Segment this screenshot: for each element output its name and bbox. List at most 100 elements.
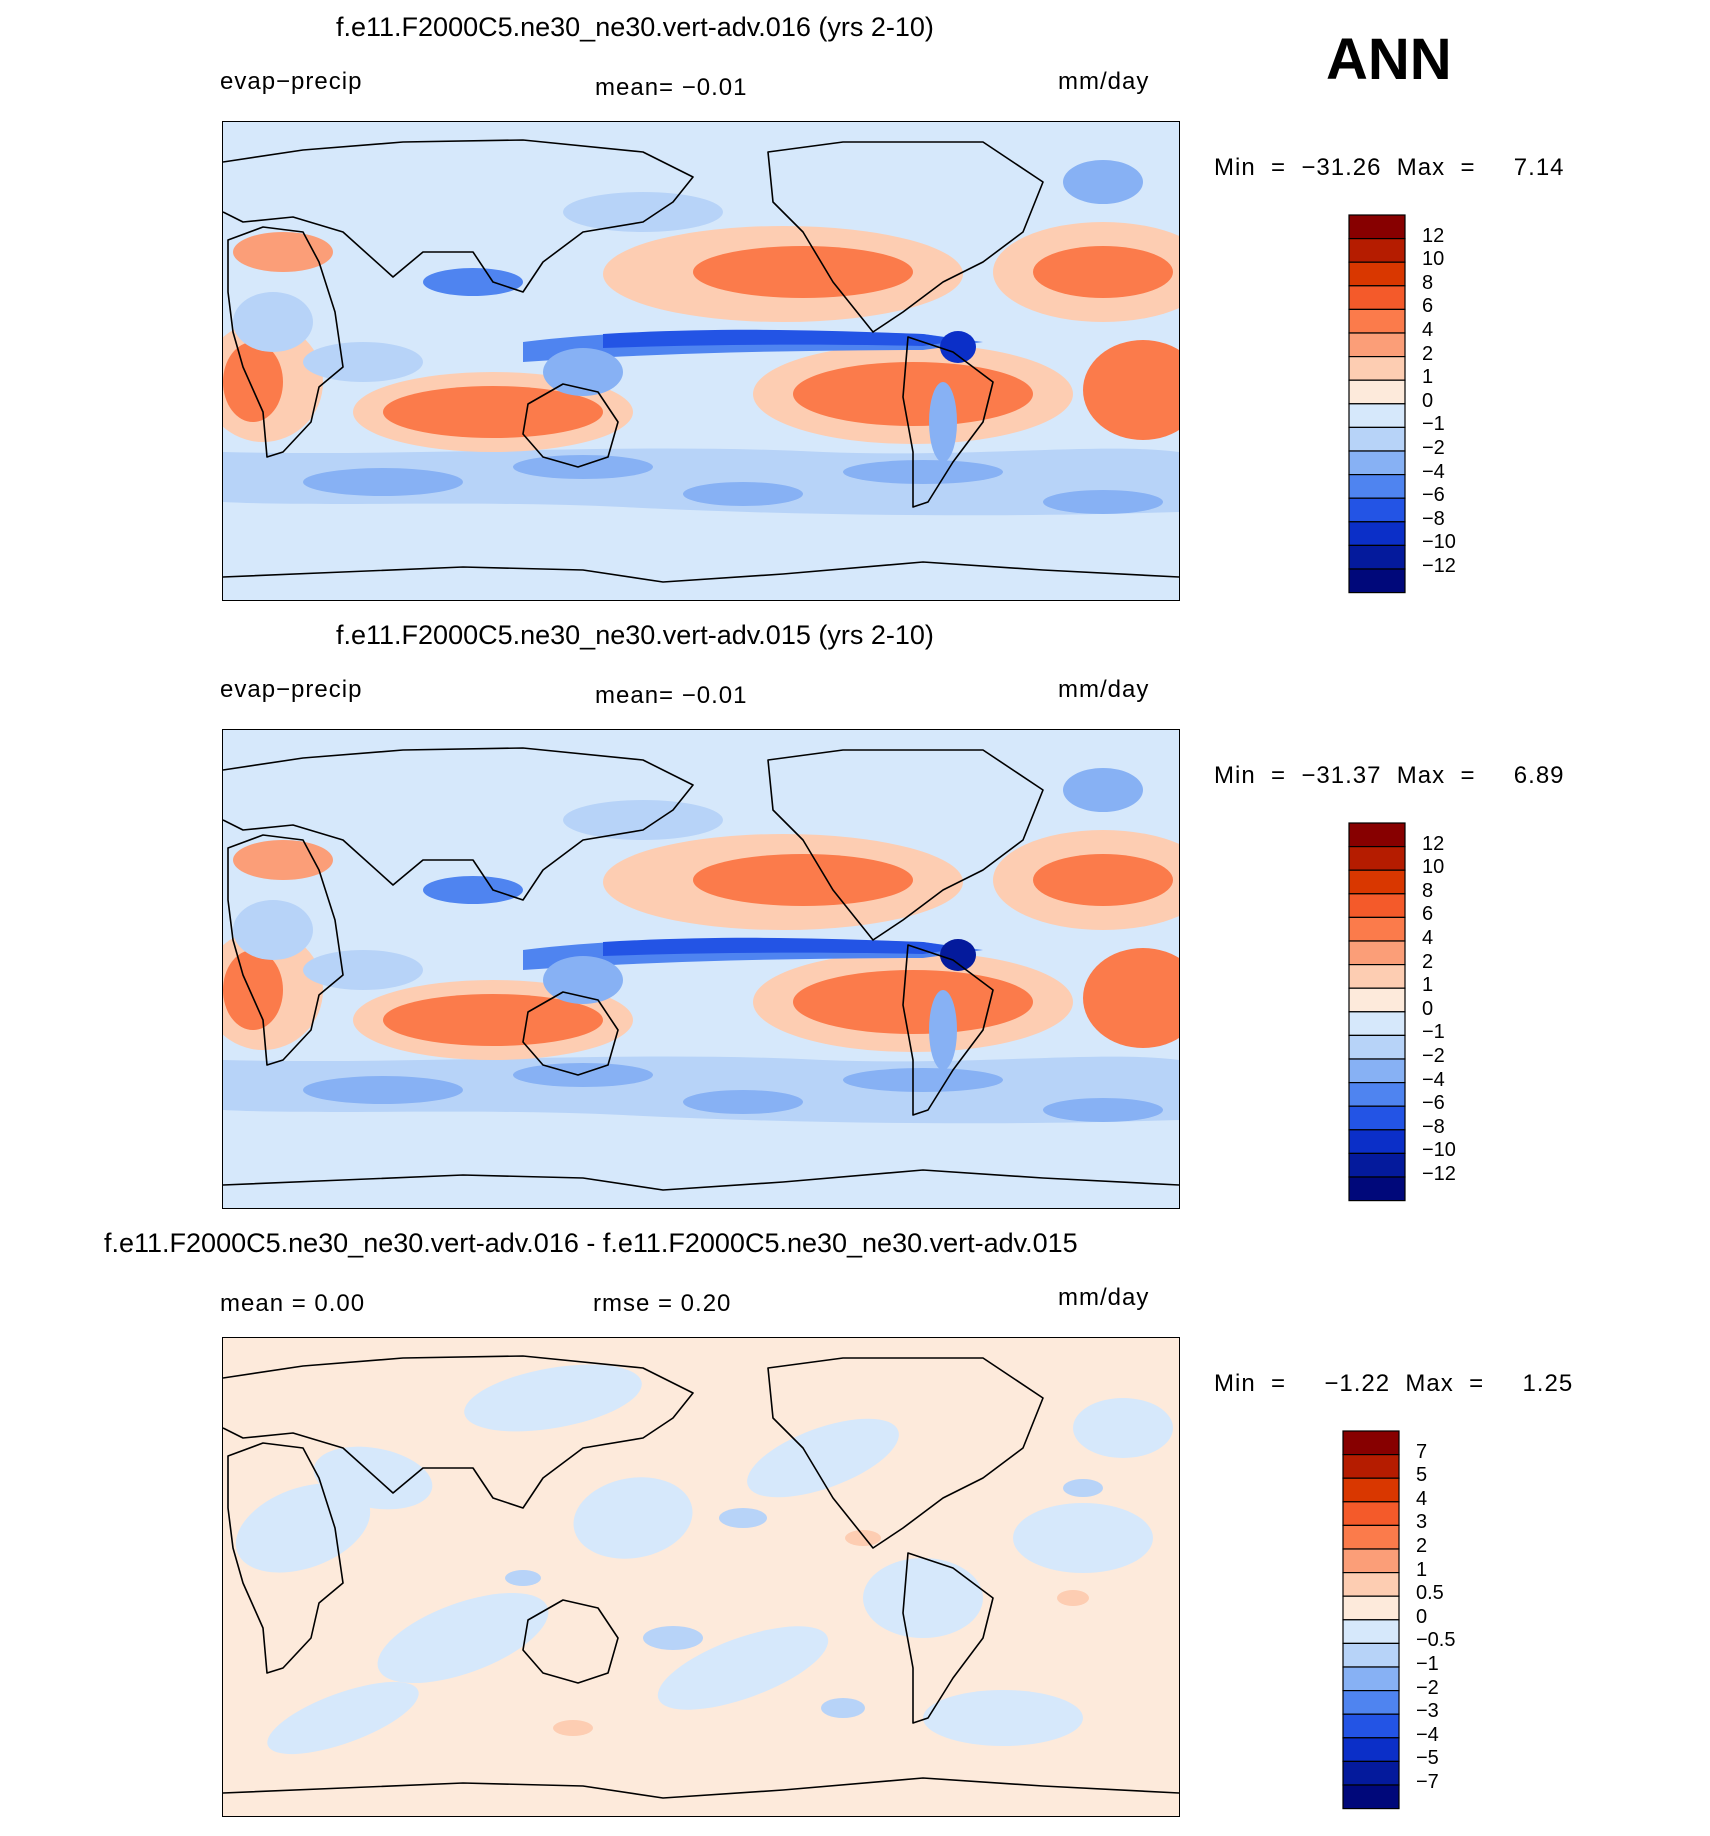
field-contour — [563, 192, 723, 232]
field-contour — [747, 1418, 899, 1498]
colorbar-swatch — [1342, 1454, 1400, 1479]
field-contour — [505, 1570, 541, 1586]
colorbar-swatch — [1348, 1152, 1406, 1178]
map-plot — [222, 1337, 1180, 1817]
colorbar-tick-label: 8 — [1422, 879, 1434, 902]
colorbar-swatch — [1348, 822, 1406, 848]
field-contour — [1063, 1479, 1103, 1497]
field-contour — [233, 840, 333, 880]
colorbar-swatch — [1348, 356, 1406, 381]
colorbar-tick-label: −4 — [1422, 1068, 1445, 1091]
colorbar-swatch — [1348, 214, 1406, 240]
colorbar-swatch — [1348, 238, 1406, 263]
colorbar-swatch — [1342, 1501, 1400, 1527]
field-contour — [423, 876, 523, 904]
colorbar-swatch — [1348, 1034, 1406, 1060]
field-contour — [383, 994, 603, 1046]
colorbar-tick-label: 1 — [1416, 1558, 1428, 1581]
panel-title: f.e11.F2000C5.ne30_ne30.vert-adv.016 (yr… — [336, 12, 934, 42]
colorbar-swatch — [1342, 1477, 1400, 1503]
field-contour — [845, 1530, 881, 1546]
colorbar-swatch — [1348, 308, 1406, 334]
field-contour — [683, 482, 803, 506]
field-contour — [1063, 768, 1143, 812]
colorbar-tick-label: 4 — [1422, 319, 1434, 341]
field-contour — [843, 1068, 1003, 1092]
coastline — [227, 226, 344, 458]
colorbar-swatch — [1348, 426, 1406, 452]
colorbar-swatch — [1348, 261, 1406, 287]
coastline — [223, 561, 1179, 583]
colorbar-tick-label: 10 — [1422, 248, 1445, 271]
coastline — [902, 944, 994, 1116]
colorbar-swatch — [1342, 1524, 1400, 1550]
field-contour — [793, 362, 1033, 426]
colorbar-swatch — [1348, 1105, 1406, 1131]
coastline — [227, 834, 344, 1066]
coastline — [223, 747, 694, 901]
colorbar-swatch — [1348, 521, 1406, 546]
mean-label: mean= −0.01 — [595, 74, 748, 101]
colorbar-tick-label: −5 — [1416, 1747, 1439, 1770]
mean-label: mean = 0.00 — [220, 1290, 366, 1317]
colorbar-tick-label: 7 — [1416, 1440, 1428, 1463]
colorbar-tick-label: 8 — [1422, 271, 1434, 294]
colorbar-swatches — [1342, 1430, 1400, 1810]
colorbar-tick-label: 2 — [1422, 342, 1434, 365]
coastline — [767, 1357, 1044, 1549]
colorbar-tick-label: 0 — [1422, 997, 1434, 1020]
panel-title: f.e11.F2000C5.ne30_ne30.vert-adv.015 (yr… — [336, 620, 934, 650]
colorbar-swatch — [1342, 1784, 1400, 1810]
colorbar-tick-label: −2 — [1416, 1676, 1439, 1699]
colorbar-swatch — [1348, 893, 1406, 919]
coastline — [522, 1599, 619, 1684]
field-contour — [657, 1626, 829, 1710]
colorbar-swatch — [1342, 1548, 1400, 1574]
field-contour — [793, 970, 1033, 1034]
colorbar-tick-label: −3 — [1416, 1700, 1439, 1723]
colorbar-swatch — [1348, 869, 1406, 895]
field-contour — [1043, 1098, 1163, 1122]
colorbar-tick-label: 5 — [1416, 1464, 1428, 1487]
colorbar-swatch — [1348, 568, 1406, 594]
variable-label: evap−precip — [220, 676, 363, 703]
colorbar-swatch — [1348, 474, 1406, 499]
colorbar-swatches — [1348, 214, 1406, 594]
field-contour — [1083, 340, 1179, 440]
colorbar-swatch — [1348, 1011, 1406, 1037]
colorbar-swatch — [1348, 1129, 1406, 1154]
field-contour — [377, 1592, 549, 1684]
colorbar-tick-label: −1 — [1422, 1021, 1445, 1044]
colorbar-swatch — [1348, 1058, 1406, 1084]
colorbar-swatch — [1342, 1713, 1400, 1739]
field-contour — [553, 1720, 593, 1736]
colorbar-swatch — [1348, 846, 1406, 871]
colorbar-tick-label: 0.5 — [1416, 1582, 1444, 1605]
field-contour — [303, 342, 423, 382]
units-label: mm/day — [1058, 1284, 1150, 1311]
field-contour — [821, 1698, 865, 1718]
field-contour — [383, 386, 603, 438]
field-contour — [929, 990, 957, 1070]
colorbar-tick-label: −12 — [1422, 1163, 1456, 1185]
colorbar-swatch — [1342, 1690, 1400, 1715]
field-contour — [464, 1364, 642, 1432]
colorbar-tick-label: 6 — [1422, 295, 1434, 318]
field-contour — [303, 950, 423, 990]
colorbar-tick-label: −6 — [1422, 484, 1445, 507]
colorbar-tick-label: 0 — [1422, 389, 1434, 412]
colorbar-swatch — [1348, 1176, 1406, 1202]
map-plot — [222, 121, 1180, 601]
coastline — [522, 383, 619, 468]
map-field — [223, 730, 1179, 1208]
colorbar-tick-label: 6 — [1422, 903, 1434, 926]
coastline — [223, 139, 694, 293]
colorbar-tick-label: 12 — [1422, 832, 1445, 855]
field-contour — [1033, 246, 1173, 298]
colorbar-tick-label: 4 — [1422, 927, 1434, 949]
field-contour — [303, 468, 463, 496]
field-contour — [267, 1681, 419, 1755]
coastline — [223, 1777, 1179, 1799]
colorbar-swatch — [1342, 1666, 1400, 1692]
min-max-label: Min = −31.26 Max = 7.14 — [1214, 154, 1565, 181]
